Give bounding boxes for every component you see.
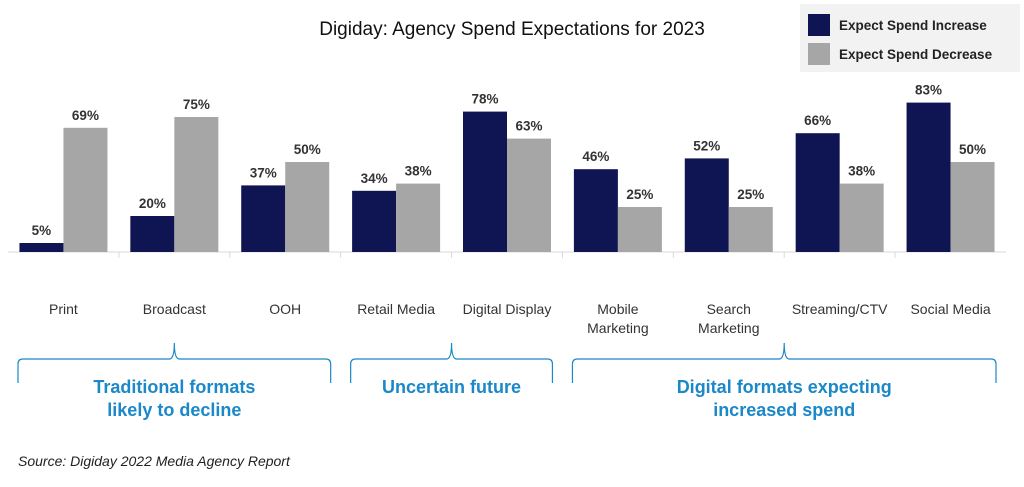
category-label-print: Print [49,301,78,317]
value-label-increase-print: 5% [32,223,52,238]
group-brace-3 [571,342,997,383]
bar-increase-digital-display [463,111,507,252]
value-label-increase-streaming-ctv: 66% [804,113,831,128]
legend-swatch-decrease [808,43,830,65]
legend: Expect Spend Increase Expect Spend Decre… [800,4,1020,72]
bar-increase-retail-media [352,190,397,252]
bar-decrease-print [63,127,108,252]
value-label-increase-ooh: 37% [250,165,277,180]
bar-increase-search-marketing [684,158,729,252]
group-brace-2 [350,342,554,383]
category-ticks [118,252,896,258]
bar-increase-social-media [906,102,951,252]
group-label-2: Uncertain future [382,377,521,397]
value-label-decrease-broadcast: 75% [183,97,210,112]
source-note: Source: Digiday 2022 Media Agency Report [18,453,291,469]
chart-title: Digiday: Agency Spend Expectations for 2… [319,19,705,40]
value-label-decrease-ooh: 50% [294,142,321,157]
category-label-streaming-ctv: Streaming/CTV [792,301,888,317]
category-label-ooh: OOH [269,301,301,317]
group-label-3: Digital formats expecting increased spend [677,377,892,420]
value-label-decrease-digital-display: 63% [515,119,542,134]
category-label-digital-display: Digital Display [463,301,552,317]
legend-swatch-increase [808,14,830,36]
legend-label-increase: Expect Spend Increase [839,18,987,33]
legend-label-decrease: Expect Spend Decrease [839,47,993,62]
category-label-search-marketing: Search Marketing [698,301,759,336]
category-labels: Print Broadcast OOH Retail Media Digital Dis… [49,301,991,336]
value-label-increase-digital-display: 78% [471,92,498,107]
value-label-decrease-print: 69% [72,108,99,123]
value-label-decrease-social-media: 50% [959,142,986,157]
value-label-increase-social-media: 83% [915,83,942,98]
category-label-social-media: Social Media [910,301,990,317]
value-label-increase-broadcast: 20% [139,196,166,211]
category-label-mobile-marketing: Mobile Marketing [587,301,648,336]
bar-increase-ooh [241,185,286,252]
bar-decrease-ooh [285,162,330,252]
bars: 5% 69% 20% 75% 37% 50% 34% 38% 78% 63% 46% 25% 52% 25… [19,83,995,252]
value-label-increase-search-marketing: 52% [693,138,720,153]
bar-decrease-broadcast [174,117,219,252]
category-label-retail-media: Retail Media [357,301,435,317]
bar-increase-streaming-ctv [795,133,840,252]
group-label-1: Traditional formats likely to decline [93,377,255,420]
bar-decrease-digital-display [507,138,551,252]
bar-decrease-search-marketing [728,207,773,252]
value-label-decrease-mobile-marketing: 25% [626,187,653,202]
value-label-increase-mobile-marketing: 46% [582,149,609,164]
legend-background [800,4,1020,72]
value-label-decrease-search-marketing: 25% [737,187,764,202]
value-label-decrease-streaming-ctv: 38% [848,164,875,179]
group-brace-1 [17,342,332,383]
group-annotations: Traditional formats likely to decline Unce… [17,342,997,420]
bar-increase-print [19,243,64,252]
category-label-broadcast: Broadcast [143,301,206,317]
value-label-increase-retail-media: 34% [361,171,388,186]
bar-decrease-retail-media [396,183,441,252]
bar-decrease-streaming-ctv [839,183,884,252]
value-label-decrease-retail-media: 38% [405,164,432,179]
bar-increase-broadcast [130,216,175,252]
bar-decrease-mobile-marketing [617,207,662,252]
bar-decrease-social-media [950,162,995,252]
bar-increase-mobile-marketing [573,169,618,252]
